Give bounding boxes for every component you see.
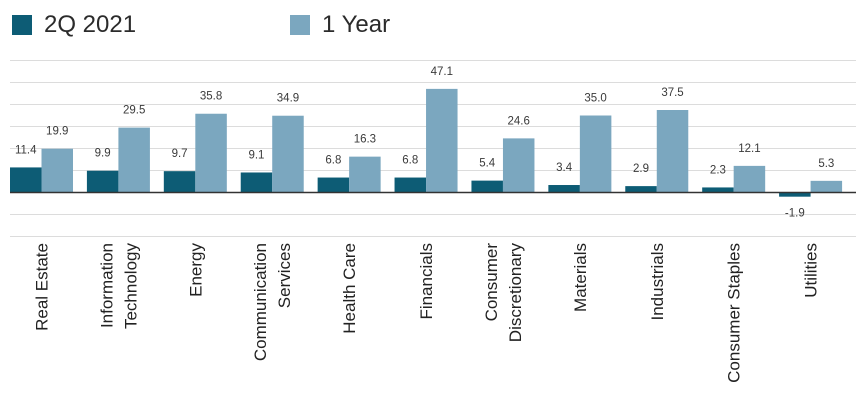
bar-1-year <box>733 165 766 193</box>
legend-item-2q-2021: 2Q 2021 <box>12 8 136 42</box>
data-label-1-year: 29.5 <box>123 105 145 117</box>
category-label: Information <box>97 243 116 328</box>
data-label-2q-2021: 9.1 <box>248 149 264 161</box>
data-label-2q-2021: -1.9 <box>785 208 805 220</box>
legend-swatch-1-year <box>290 15 310 35</box>
bar-2q-2021 <box>625 186 657 193</box>
bar-2q-2021 <box>163 171 196 193</box>
category-label: Discretionary <box>506 243 525 343</box>
bar-1-year <box>426 88 458 193</box>
data-label-1-year: 24.6 <box>508 115 530 127</box>
data-label-1-year: 5.3 <box>818 158 834 170</box>
bar-1-year <box>810 180 843 193</box>
category-label: Real Estate <box>33 243 52 331</box>
bar-2q-2021 <box>702 187 734 193</box>
data-label-1-year: 35.8 <box>200 91 222 103</box>
bar-1-year <box>579 115 612 193</box>
data-label-1-year: 34.9 <box>277 93 299 105</box>
bar-1-year <box>502 138 535 193</box>
data-label-2q-2021: 2.9 <box>633 163 649 175</box>
data-label-2q-2021: 9.9 <box>95 148 111 160</box>
bar-1-year <box>118 127 150 193</box>
category-label: Consumer Staples <box>725 243 744 383</box>
category-label: Consumer <box>482 243 501 322</box>
bar-2q-2021 <box>394 177 427 193</box>
bar-2q-2021 <box>86 170 119 193</box>
data-label-2q-2021: 5.4 <box>479 158 496 170</box>
legend-item-1-year: 1 Year <box>290 8 390 42</box>
category-label: Financials <box>417 243 436 320</box>
bar-1-year <box>41 148 73 193</box>
data-label-2q-2021: 2.3 <box>710 164 726 176</box>
bar-2q-2021 <box>779 192 811 197</box>
legend-label-2q-2021: 2Q 2021 <box>44 11 137 38</box>
legend: 2Q 2021 1 Year <box>12 8 852 42</box>
data-label-2q-2021: 6.8 <box>402 155 418 167</box>
category-label: Utilities <box>802 243 821 298</box>
category-label: Health Care <box>340 243 359 334</box>
bar-1-year <box>272 115 304 193</box>
legend-swatch-2q-2021 <box>12 15 32 35</box>
category-label: Services <box>275 243 294 308</box>
data-label-2q-2021: 6.8 <box>325 155 341 167</box>
bar-2q-2021 <box>10 167 42 193</box>
data-label-1-year: 35.0 <box>584 93 606 105</box>
bar-1-year <box>195 113 227 193</box>
data-label-2q-2021: 3.4 <box>556 162 573 174</box>
legend-label-1-year: 1 Year <box>322 11 391 38</box>
category-label: Energy <box>186 243 205 297</box>
data-label-1-year: 19.9 <box>46 126 68 138</box>
data-label-2q-2021: 11.4 <box>15 144 37 156</box>
data-label-2q-2021: 9.7 <box>172 148 188 160</box>
bar-1-year <box>349 156 381 193</box>
data-label-1-year: 12.1 <box>738 143 760 155</box>
bar-1-year <box>656 110 689 193</box>
category-label: Technology <box>121 243 140 330</box>
bar-2q-2021 <box>317 177 350 193</box>
category-label: Materials <box>571 243 590 312</box>
data-label-1-year: 16.3 <box>354 134 376 146</box>
category-label: Industrials <box>648 243 667 320</box>
data-label-1-year: 47.1 <box>431 66 453 78</box>
data-label-1-year: 37.5 <box>661 87 683 99</box>
bar-2q-2021 <box>548 185 580 193</box>
bar-2q-2021 <box>240 172 273 193</box>
bar-2q-2021 <box>471 180 503 193</box>
category-label: Communication <box>251 243 270 361</box>
